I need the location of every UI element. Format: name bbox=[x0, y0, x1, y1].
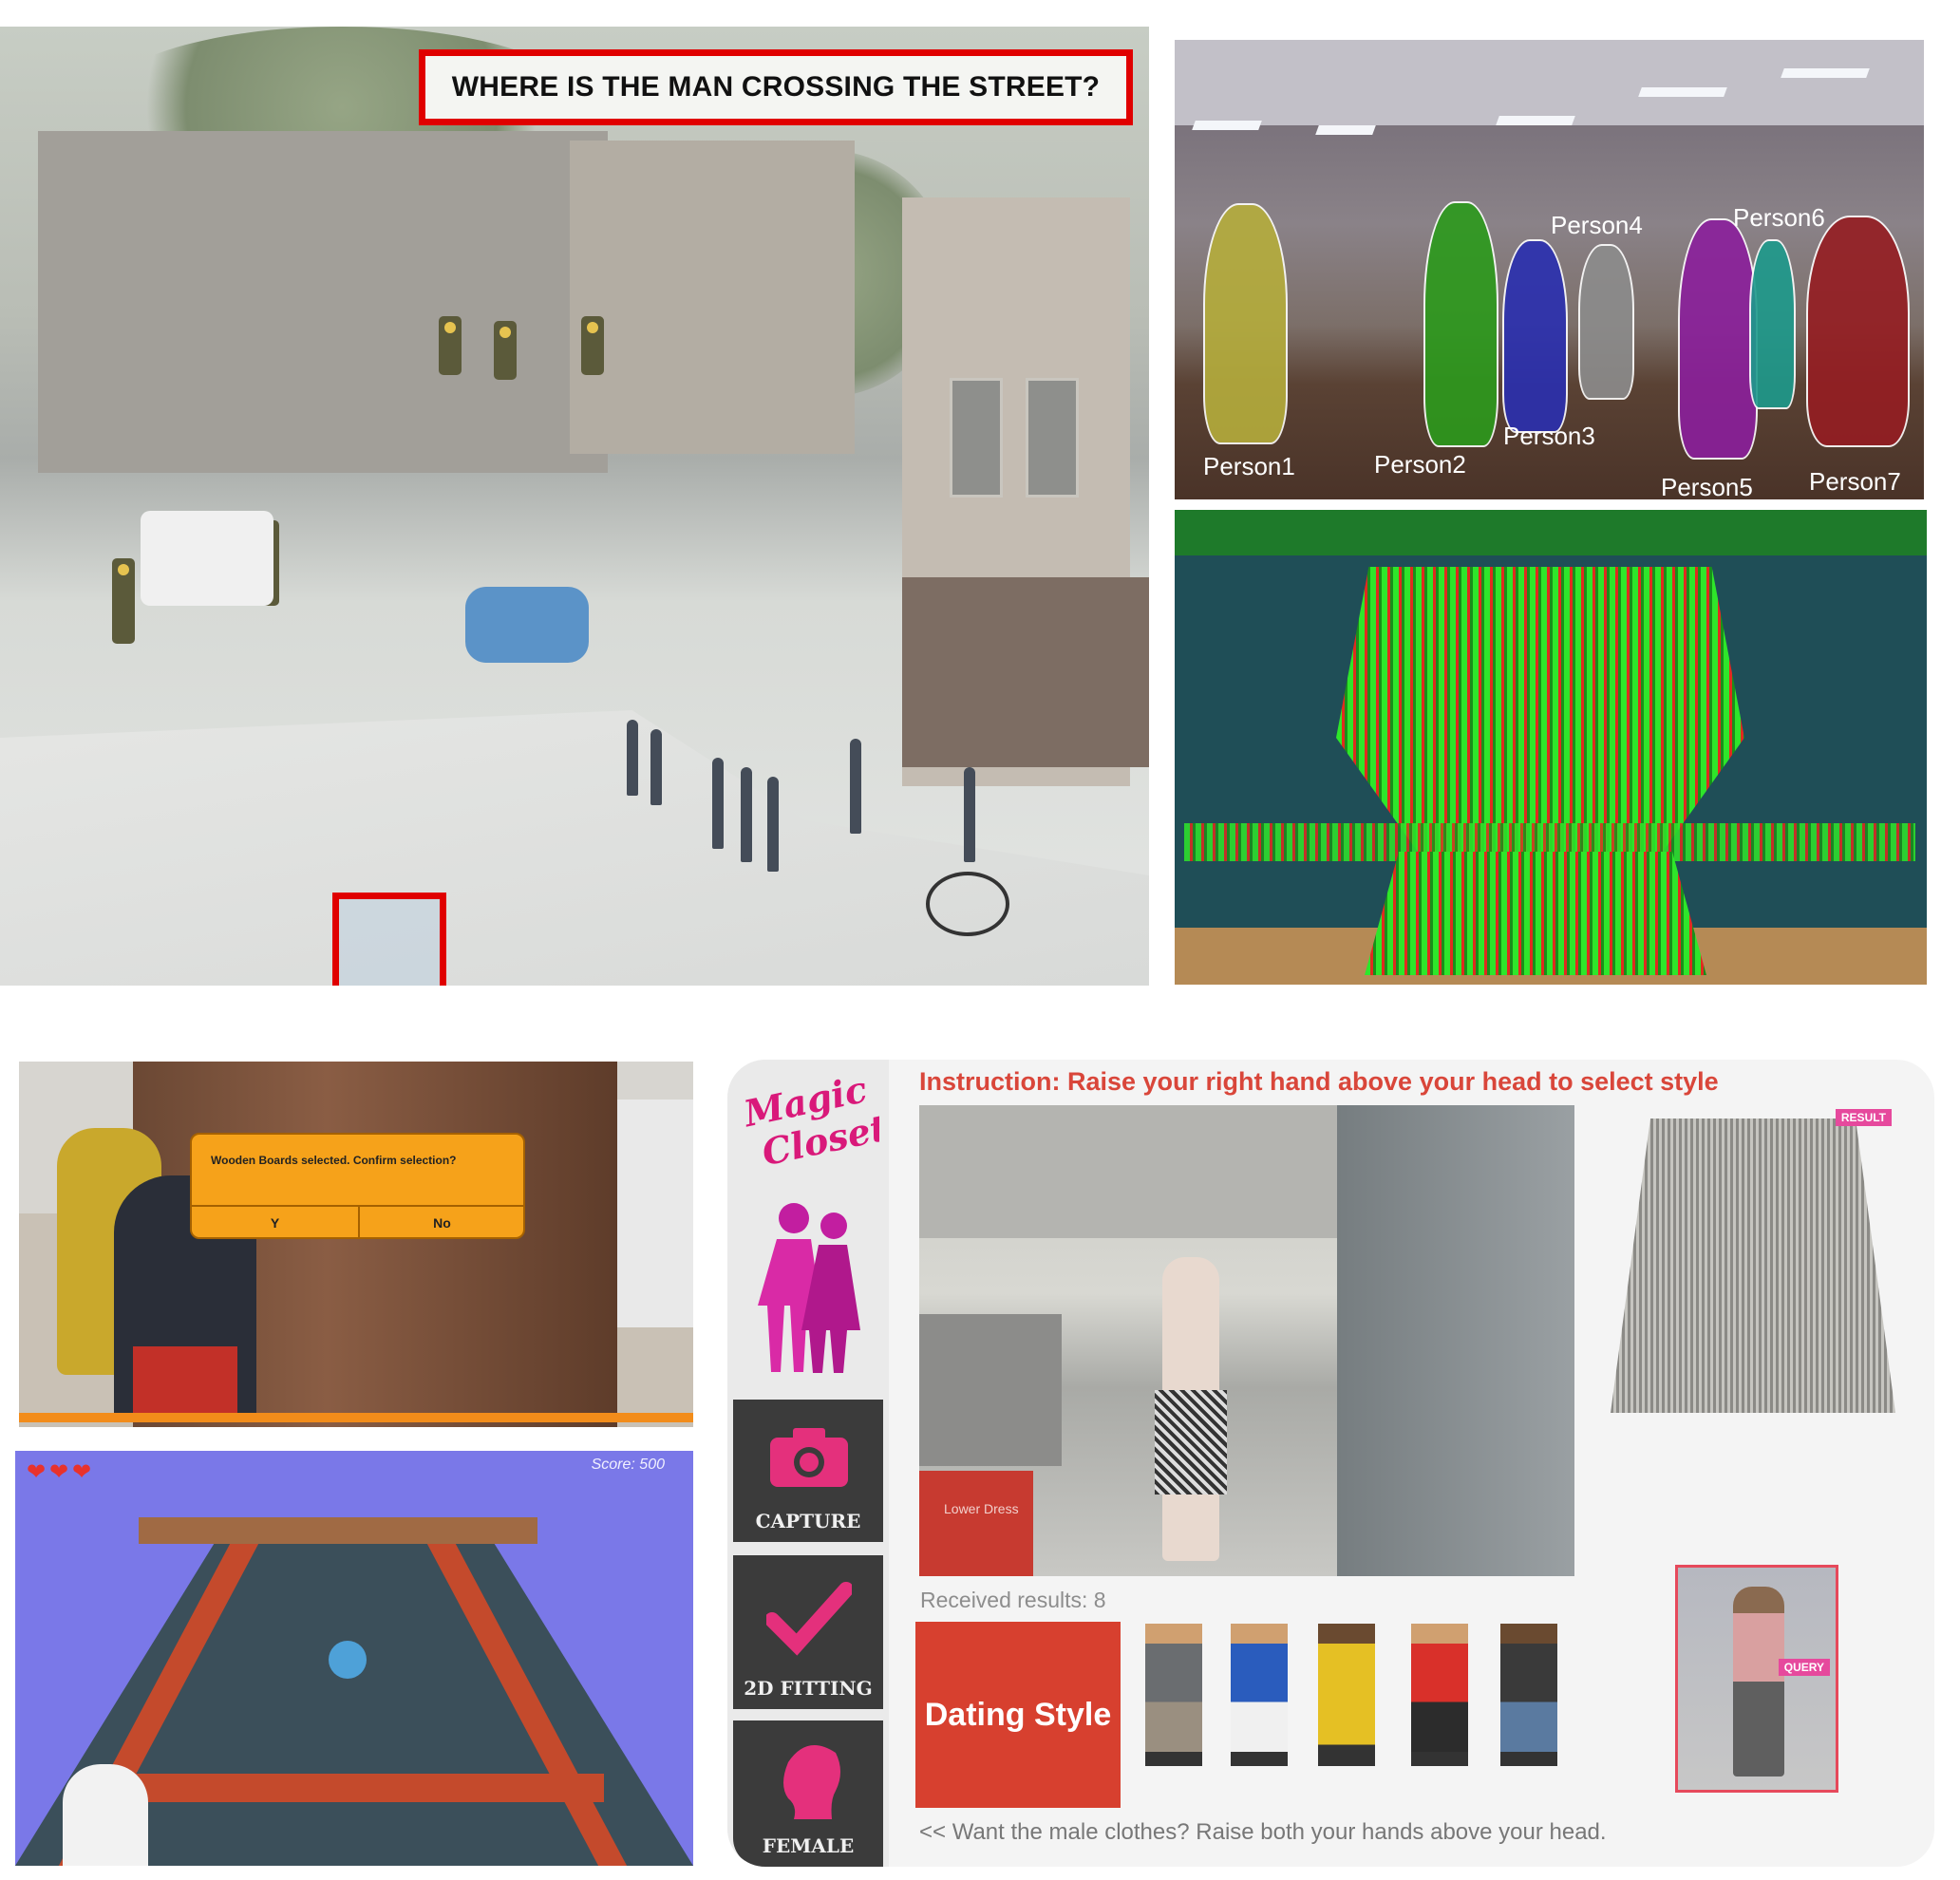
pedestrian bbox=[627, 720, 638, 796]
ceiling-light bbox=[1315, 125, 1376, 135]
confirm-no-button[interactable]: No bbox=[359, 1205, 525, 1239]
person5-mask bbox=[1678, 218, 1758, 460]
traffic-light bbox=[439, 316, 462, 375]
point-cloud-body bbox=[1336, 567, 1744, 852]
storefront bbox=[902, 577, 1149, 767]
question-caption: WHERE IS THE MAN CROSSING THE STREET? bbox=[419, 49, 1133, 125]
confirm-dialog: Wooden Boards selected. Confirm selectio… bbox=[190, 1133, 525, 1239]
person6-label: Person6 bbox=[1733, 203, 1825, 232]
result-thumbnail[interactable] bbox=[1231, 1624, 1288, 1766]
back-wall bbox=[139, 1517, 537, 1544]
query-image: QUERY bbox=[1675, 1565, 1838, 1793]
female-button[interactable]: FEMALE bbox=[733, 1720, 883, 1867]
lower-dress-label: Lower Dress bbox=[944, 1501, 1019, 1516]
query-person bbox=[1733, 1587, 1784, 1777]
capture-button[interactable]: CAPTURE bbox=[733, 1400, 883, 1542]
magic-closet-logo-icon: Magic Closet bbox=[738, 1069, 879, 1174]
result-tag: RESULT bbox=[1835, 1109, 1892, 1126]
selected-skirt-image: RESULT bbox=[1601, 1109, 1897, 1422]
white-van bbox=[141, 511, 273, 606]
male-clothes-hint: << Want the male clothes? Raise both you… bbox=[919, 1819, 1607, 1845]
point-cloud-image bbox=[1175, 510, 1927, 985]
ceiling-light bbox=[1781, 68, 1870, 78]
window bbox=[950, 378, 1003, 498]
window bbox=[1026, 378, 1079, 498]
skirt-shape bbox=[1611, 1119, 1895, 1413]
answer-highlight-box bbox=[332, 893, 446, 986]
closet-sidebar: Magic Closet CAPTURE 2D FITTING bbox=[727, 1060, 889, 1867]
person4-label: Person4 bbox=[1551, 211, 1643, 239]
ceiling bbox=[1175, 40, 1924, 125]
heart-icon: ❤ bbox=[27, 1459, 47, 1485]
person1-mask bbox=[1203, 203, 1288, 444]
pedestrian bbox=[767, 777, 779, 872]
received-results: Received results: 8 bbox=[920, 1588, 1106, 1612]
result-thumbnail[interactable] bbox=[1145, 1624, 1202, 1766]
person6-mask bbox=[1749, 239, 1796, 409]
point-cloud-legs bbox=[1365, 852, 1706, 975]
glass-cabinet bbox=[1337, 1105, 1574, 1576]
person7-mask bbox=[1806, 216, 1910, 447]
bicycle bbox=[926, 872, 1009, 936]
construction-game-screen: Wooden Boards selected. Confirm selectio… bbox=[19, 1062, 693, 1427]
dance-segmentation-image: Person1 Person2 Person3 Person4 Person5 … bbox=[1175, 40, 1924, 499]
blue-ball-character bbox=[329, 1641, 367, 1679]
white-wall bbox=[617, 1100, 693, 1327]
traffic-light bbox=[494, 321, 517, 380]
time-bar bbox=[19, 1413, 693, 1422]
cloud-header-band bbox=[1175, 510, 1927, 555]
confirm-dialog-text: Wooden Boards selected. Confirm selectio… bbox=[211, 1154, 457, 1167]
person4-mask bbox=[1578, 244, 1634, 400]
pedestrian bbox=[650, 729, 662, 805]
result-thumbnail[interactable] bbox=[1411, 1624, 1468, 1766]
person5-label: Person5 bbox=[1661, 473, 1753, 499]
checkmark-icon bbox=[766, 1582, 852, 1656]
person2-label: Person2 bbox=[1374, 450, 1466, 479]
heart-icon: ❤ bbox=[72, 1459, 92, 1485]
building-left bbox=[38, 131, 608, 473]
2d-fitting-button[interactable]: 2D FITTING bbox=[733, 1555, 883, 1709]
female-profile-icon bbox=[783, 1745, 840, 1819]
instruction-text: Instruction: Raise your right hand above… bbox=[919, 1067, 1719, 1096]
lower-dress-box: Lower Dress bbox=[919, 1471, 1033, 1576]
blue-car bbox=[465, 587, 589, 663]
query-tag: QUERY bbox=[1778, 1659, 1830, 1676]
camera-icon bbox=[770, 1428, 848, 1487]
camera-view: Lower Dress bbox=[919, 1105, 1574, 1576]
dating-style-button[interactable]: Dating Style bbox=[915, 1622, 1121, 1808]
ceiling-light bbox=[1496, 116, 1575, 125]
couple-silhouette-icon bbox=[758, 1203, 860, 1373]
heart-icon: ❤ bbox=[49, 1459, 69, 1485]
player-pants bbox=[133, 1346, 237, 1422]
building-center bbox=[570, 141, 855, 454]
score-readout: Score: 500 bbox=[591, 1457, 665, 1473]
rolling-game-screen: ❤ ❤ ❤ Score: 500 bbox=[15, 1451, 693, 1866]
player-figure bbox=[63, 1764, 148, 1866]
street-scene-image: WHERE IS THE MAN CROSSING THE STREET? bbox=[0, 27, 1149, 986]
female-label: FEMALE bbox=[762, 1834, 855, 1857]
try-on-skirt bbox=[1155, 1390, 1227, 1495]
person1-label: Person1 bbox=[1203, 452, 1295, 480]
person2-mask bbox=[1423, 201, 1498, 447]
pedestrian bbox=[964, 767, 975, 862]
shelf bbox=[919, 1314, 1062, 1466]
capture-label: CAPTURE bbox=[755, 1510, 861, 1532]
pedestrian bbox=[850, 739, 861, 834]
pedestrian bbox=[712, 758, 724, 849]
front-rail bbox=[91, 1774, 604, 1802]
result-thumbnail[interactable] bbox=[1318, 1624, 1375, 1766]
person7-label: Person7 bbox=[1809, 467, 1901, 496]
person3-mask bbox=[1502, 239, 1568, 433]
person3-label: Person3 bbox=[1503, 422, 1595, 450]
traffic-light bbox=[581, 316, 604, 375]
pedestrian bbox=[741, 767, 752, 862]
ceiling-light bbox=[1192, 121, 1262, 130]
ceiling-light bbox=[1638, 87, 1727, 97]
magic-closet-screen: Magic Closet CAPTURE 2D FITTING bbox=[727, 1060, 1934, 1867]
confirm-yes-button[interactable]: Y bbox=[192, 1205, 360, 1239]
result-thumbnail[interactable] bbox=[1500, 1624, 1557, 1766]
traffic-light bbox=[112, 558, 135, 644]
2d-fitting-label: 2D FITTING bbox=[744, 1677, 873, 1700]
